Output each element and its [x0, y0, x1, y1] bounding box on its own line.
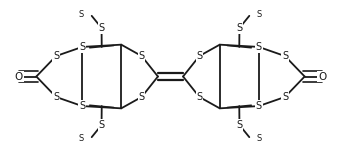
Text: S: S: [79, 42, 85, 52]
Text: S: S: [53, 51, 59, 61]
Text: S: S: [256, 101, 262, 111]
Text: S: S: [79, 9, 84, 19]
Text: O: O: [318, 71, 326, 82]
Text: S: S: [99, 120, 105, 130]
Text: S: S: [138, 92, 145, 102]
Text: S: S: [282, 51, 288, 61]
Text: O: O: [15, 71, 23, 82]
Text: S: S: [256, 42, 262, 52]
Text: S: S: [138, 51, 145, 61]
Text: S: S: [53, 92, 59, 102]
Text: S: S: [79, 134, 84, 144]
Text: S: S: [236, 23, 242, 33]
Text: S: S: [282, 92, 288, 102]
Text: S: S: [257, 134, 262, 144]
Text: S: S: [99, 23, 105, 33]
Text: S: S: [196, 92, 203, 102]
Text: S: S: [257, 9, 262, 19]
Text: S: S: [196, 51, 203, 61]
Text: S: S: [236, 120, 242, 130]
Text: S: S: [79, 101, 85, 111]
